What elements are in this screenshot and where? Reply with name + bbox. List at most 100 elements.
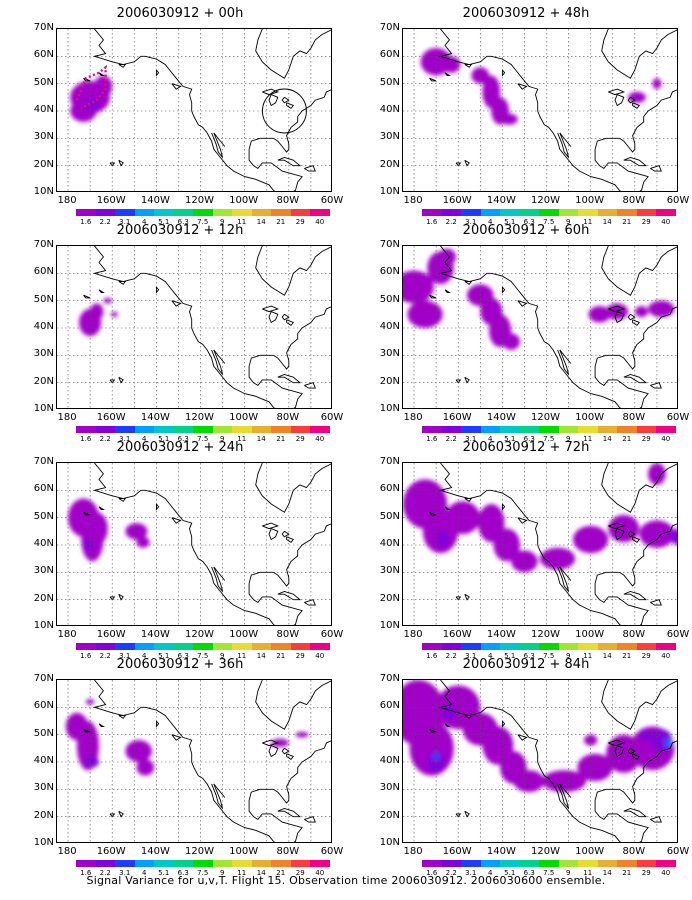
coastline — [255, 29, 331, 79]
island-or-lake-outline — [118, 64, 127, 68]
colorbar-swatch — [578, 209, 598, 216]
colorbar-swatch — [76, 860, 96, 867]
coastline — [601, 246, 677, 296]
map-plot-area — [56, 462, 332, 626]
coastlines — [429, 246, 677, 408]
island-or-lake-outline — [623, 374, 648, 384]
colorbar-label: 6.3 — [523, 218, 535, 226]
colorbar-label: 4 — [488, 652, 493, 660]
island-or-lake-outline — [623, 157, 648, 167]
panel-title: 2006030912 + 84h — [462, 657, 590, 672]
map-svg — [57, 29, 331, 191]
longitude-tick-label: 140W — [486, 195, 516, 206]
longitude-tick-label: 60W — [666, 412, 690, 423]
colorbar-swatch — [558, 426, 578, 433]
island-or-lake-outline — [268, 528, 279, 541]
latitude-tick-label: 40N — [33, 321, 54, 332]
island-or-lake-outline — [277, 591, 302, 601]
colorbar-label: 21 — [622, 218, 632, 226]
latitude-tick-label: 30N — [379, 131, 400, 143]
island-or-lake-outline — [464, 159, 470, 167]
longitude-tick-label: 180 — [403, 846, 423, 857]
colorbar-swatch — [539, 209, 559, 216]
colorbar-swatch — [558, 643, 578, 650]
coastline — [211, 132, 224, 158]
map-svg — [57, 246, 331, 408]
colorbar-label: 21 — [622, 652, 632, 660]
colorbar-swatch — [578, 860, 598, 867]
colorbar-label: 9 — [566, 652, 571, 660]
colorbar-label: 4 — [142, 435, 147, 443]
longitude-tick-label: 140W — [140, 412, 170, 423]
longitude-tick-label: 160W — [442, 846, 472, 857]
colorbar-swatch — [500, 426, 520, 433]
variance-region — [511, 550, 538, 573]
colorbar-label: 4 — [488, 869, 493, 877]
colorbar-swatch — [271, 209, 291, 216]
latitude-tick-label: 20N — [33, 809, 54, 821]
variance-region — [502, 333, 521, 350]
longitude-tick-label: 100W — [575, 629, 605, 640]
longitude-tick-label: 80W — [622, 412, 646, 423]
colorbar-swatch — [310, 860, 330, 867]
colorbar — [422, 860, 676, 867]
island-or-lake-outline — [455, 813, 462, 818]
island-or-lake-outline — [109, 162, 116, 167]
latitude-tick-label: 10N — [379, 620, 400, 631]
longitude-tick-label: 60W — [666, 195, 690, 206]
island-or-lake-outline — [281, 96, 290, 104]
map-panel-84h: 2006030912 + 84h 70N 60N 50N 40N 30N 20N 10N 180… — [366, 657, 690, 877]
coastlines — [429, 680, 677, 842]
latitude-tick-label: 40N — [379, 538, 400, 549]
island-or-lake-outline — [304, 599, 316, 606]
variance-region — [670, 528, 677, 545]
colorbar-label: 2.2 — [445, 869, 457, 877]
latitude-tick-label: 20N — [379, 809, 400, 821]
colorbar-swatch — [271, 426, 291, 433]
island-or-lake-outline — [268, 311, 279, 324]
longitude-tick-label: 60W — [666, 629, 690, 640]
island-or-lake-outline — [118, 159, 124, 167]
colorbar-label: 21 — [622, 435, 632, 443]
island-or-lake-outline — [98, 289, 105, 293]
colorbar-label: 3.1 — [465, 435, 477, 443]
colorbar-swatch — [271, 860, 291, 867]
colorbar-swatch — [441, 860, 461, 867]
colorbar-swatch — [115, 426, 135, 433]
colorbar-swatch — [193, 209, 213, 216]
island-or-lake-outline — [501, 69, 506, 77]
latitude-tick-label: 20N — [33, 375, 54, 387]
colorbar-swatch — [656, 860, 676, 867]
island-or-lake-outline — [455, 596, 462, 601]
colorbar-swatch — [193, 643, 213, 650]
colorbar-label: 21 — [276, 218, 286, 226]
colorbar-label: 3.1 — [119, 869, 131, 877]
coastline — [438, 29, 677, 191]
colorbar — [76, 643, 330, 650]
map-panel-72h: 2006030912 + 72h 70N 60N 50N 40N 30N 20N 10N 180… — [366, 440, 690, 660]
island-or-lake-outline — [429, 77, 437, 82]
island-or-lake-outline — [632, 102, 641, 109]
colorbar-label: 29 — [641, 435, 651, 443]
colorbar-label: 6.3 — [177, 435, 189, 443]
latitude-tick-label: 60N — [33, 49, 54, 61]
variance-region — [442, 704, 456, 721]
island-or-lake-outline — [171, 734, 182, 741]
latitude-tick-label: 30N — [33, 782, 54, 794]
colorbar-label: 40 — [315, 435, 325, 443]
panel-title: 2006030912 + 36h — [116, 657, 244, 672]
colorbar-label: 6.3 — [523, 652, 535, 660]
colorbar-label: 4 — [488, 218, 493, 226]
colorbar-label: 5.1 — [158, 435, 170, 443]
coastline — [92, 463, 331, 625]
coastlines — [429, 463, 677, 625]
latitude-tick-label: 40N — [379, 755, 400, 766]
colorbar-label: 7.5 — [197, 218, 209, 226]
colorbar-label: 1.6 — [80, 869, 92, 877]
colorbar-label: 9 — [220, 869, 225, 877]
verification-region-circle — [261, 88, 307, 134]
latitude-tick-label: 70N — [379, 239, 400, 250]
map-plot-area — [56, 28, 332, 192]
map-panel-60h: 2006030912 + 60h 70N 60N 50N 40N 30N 20N 10N 180… — [366, 223, 690, 443]
colorbar-label: 11 — [237, 435, 247, 443]
